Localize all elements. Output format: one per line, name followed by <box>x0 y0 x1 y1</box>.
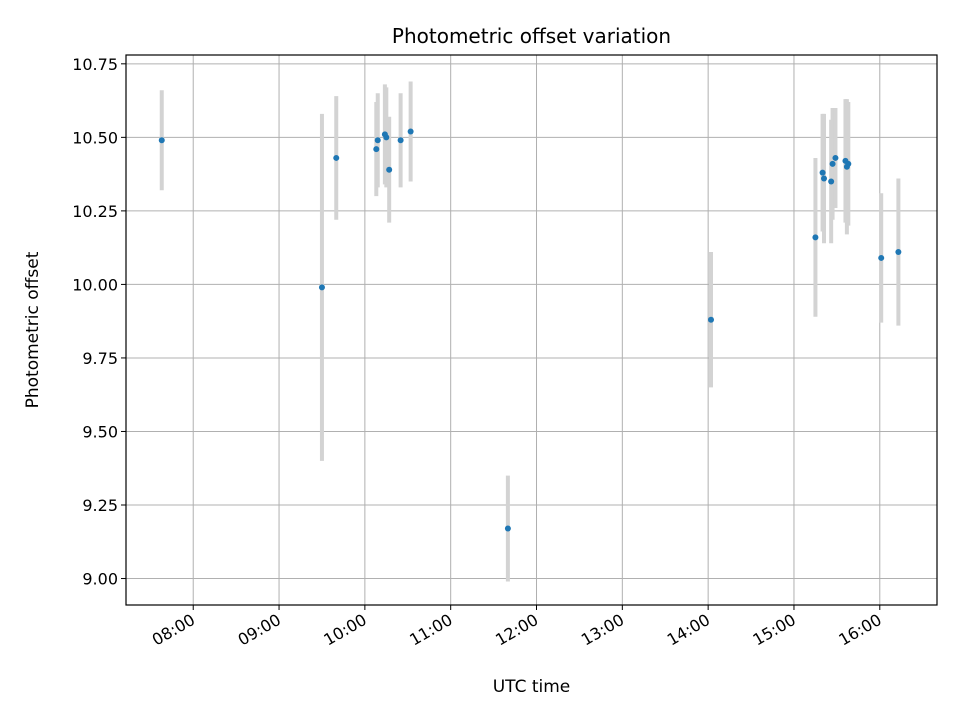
y-tick-label: 9.25 <box>82 496 118 515</box>
chart-title: Photometric offset variation <box>392 24 671 48</box>
data-point <box>504 525 511 532</box>
data-point <box>397 137 404 144</box>
y-tick-label: 9.50 <box>82 422 118 441</box>
y-tick-label: 10.50 <box>72 128 118 147</box>
data-point <box>318 284 325 291</box>
data-point <box>708 316 715 323</box>
data-points <box>158 128 902 532</box>
data-point <box>845 160 852 167</box>
data-point <box>828 178 835 185</box>
x-axis-label: UTC time <box>493 677 571 697</box>
data-point <box>383 134 390 141</box>
y-axis-label: Photometric offset <box>23 251 43 408</box>
data-point <box>812 234 819 241</box>
data-point <box>821 175 828 182</box>
plot-frame <box>125 54 938 606</box>
data-point <box>829 160 836 167</box>
data-point <box>819 169 826 176</box>
y-tick-label: 9.75 <box>82 349 118 368</box>
y-tick-label: 9.00 <box>82 570 118 589</box>
data-point <box>373 146 380 153</box>
data-point <box>374 137 381 144</box>
y-tick-label: 10.00 <box>72 275 118 294</box>
grid <box>126 55 937 605</box>
y-tick-label: 10.25 <box>72 202 118 221</box>
y-tick-label: 10.75 <box>72 55 118 74</box>
data-point <box>407 128 414 135</box>
data-point <box>333 154 340 161</box>
data-point <box>386 166 393 173</box>
y-axis: 9.00 9.25 9.50 9.75 10.00 10.25 10.50 10.75 <box>72 55 126 589</box>
data-point <box>158 137 165 144</box>
data-point <box>895 249 902 256</box>
data-point <box>878 254 885 261</box>
data-point <box>832 154 839 161</box>
